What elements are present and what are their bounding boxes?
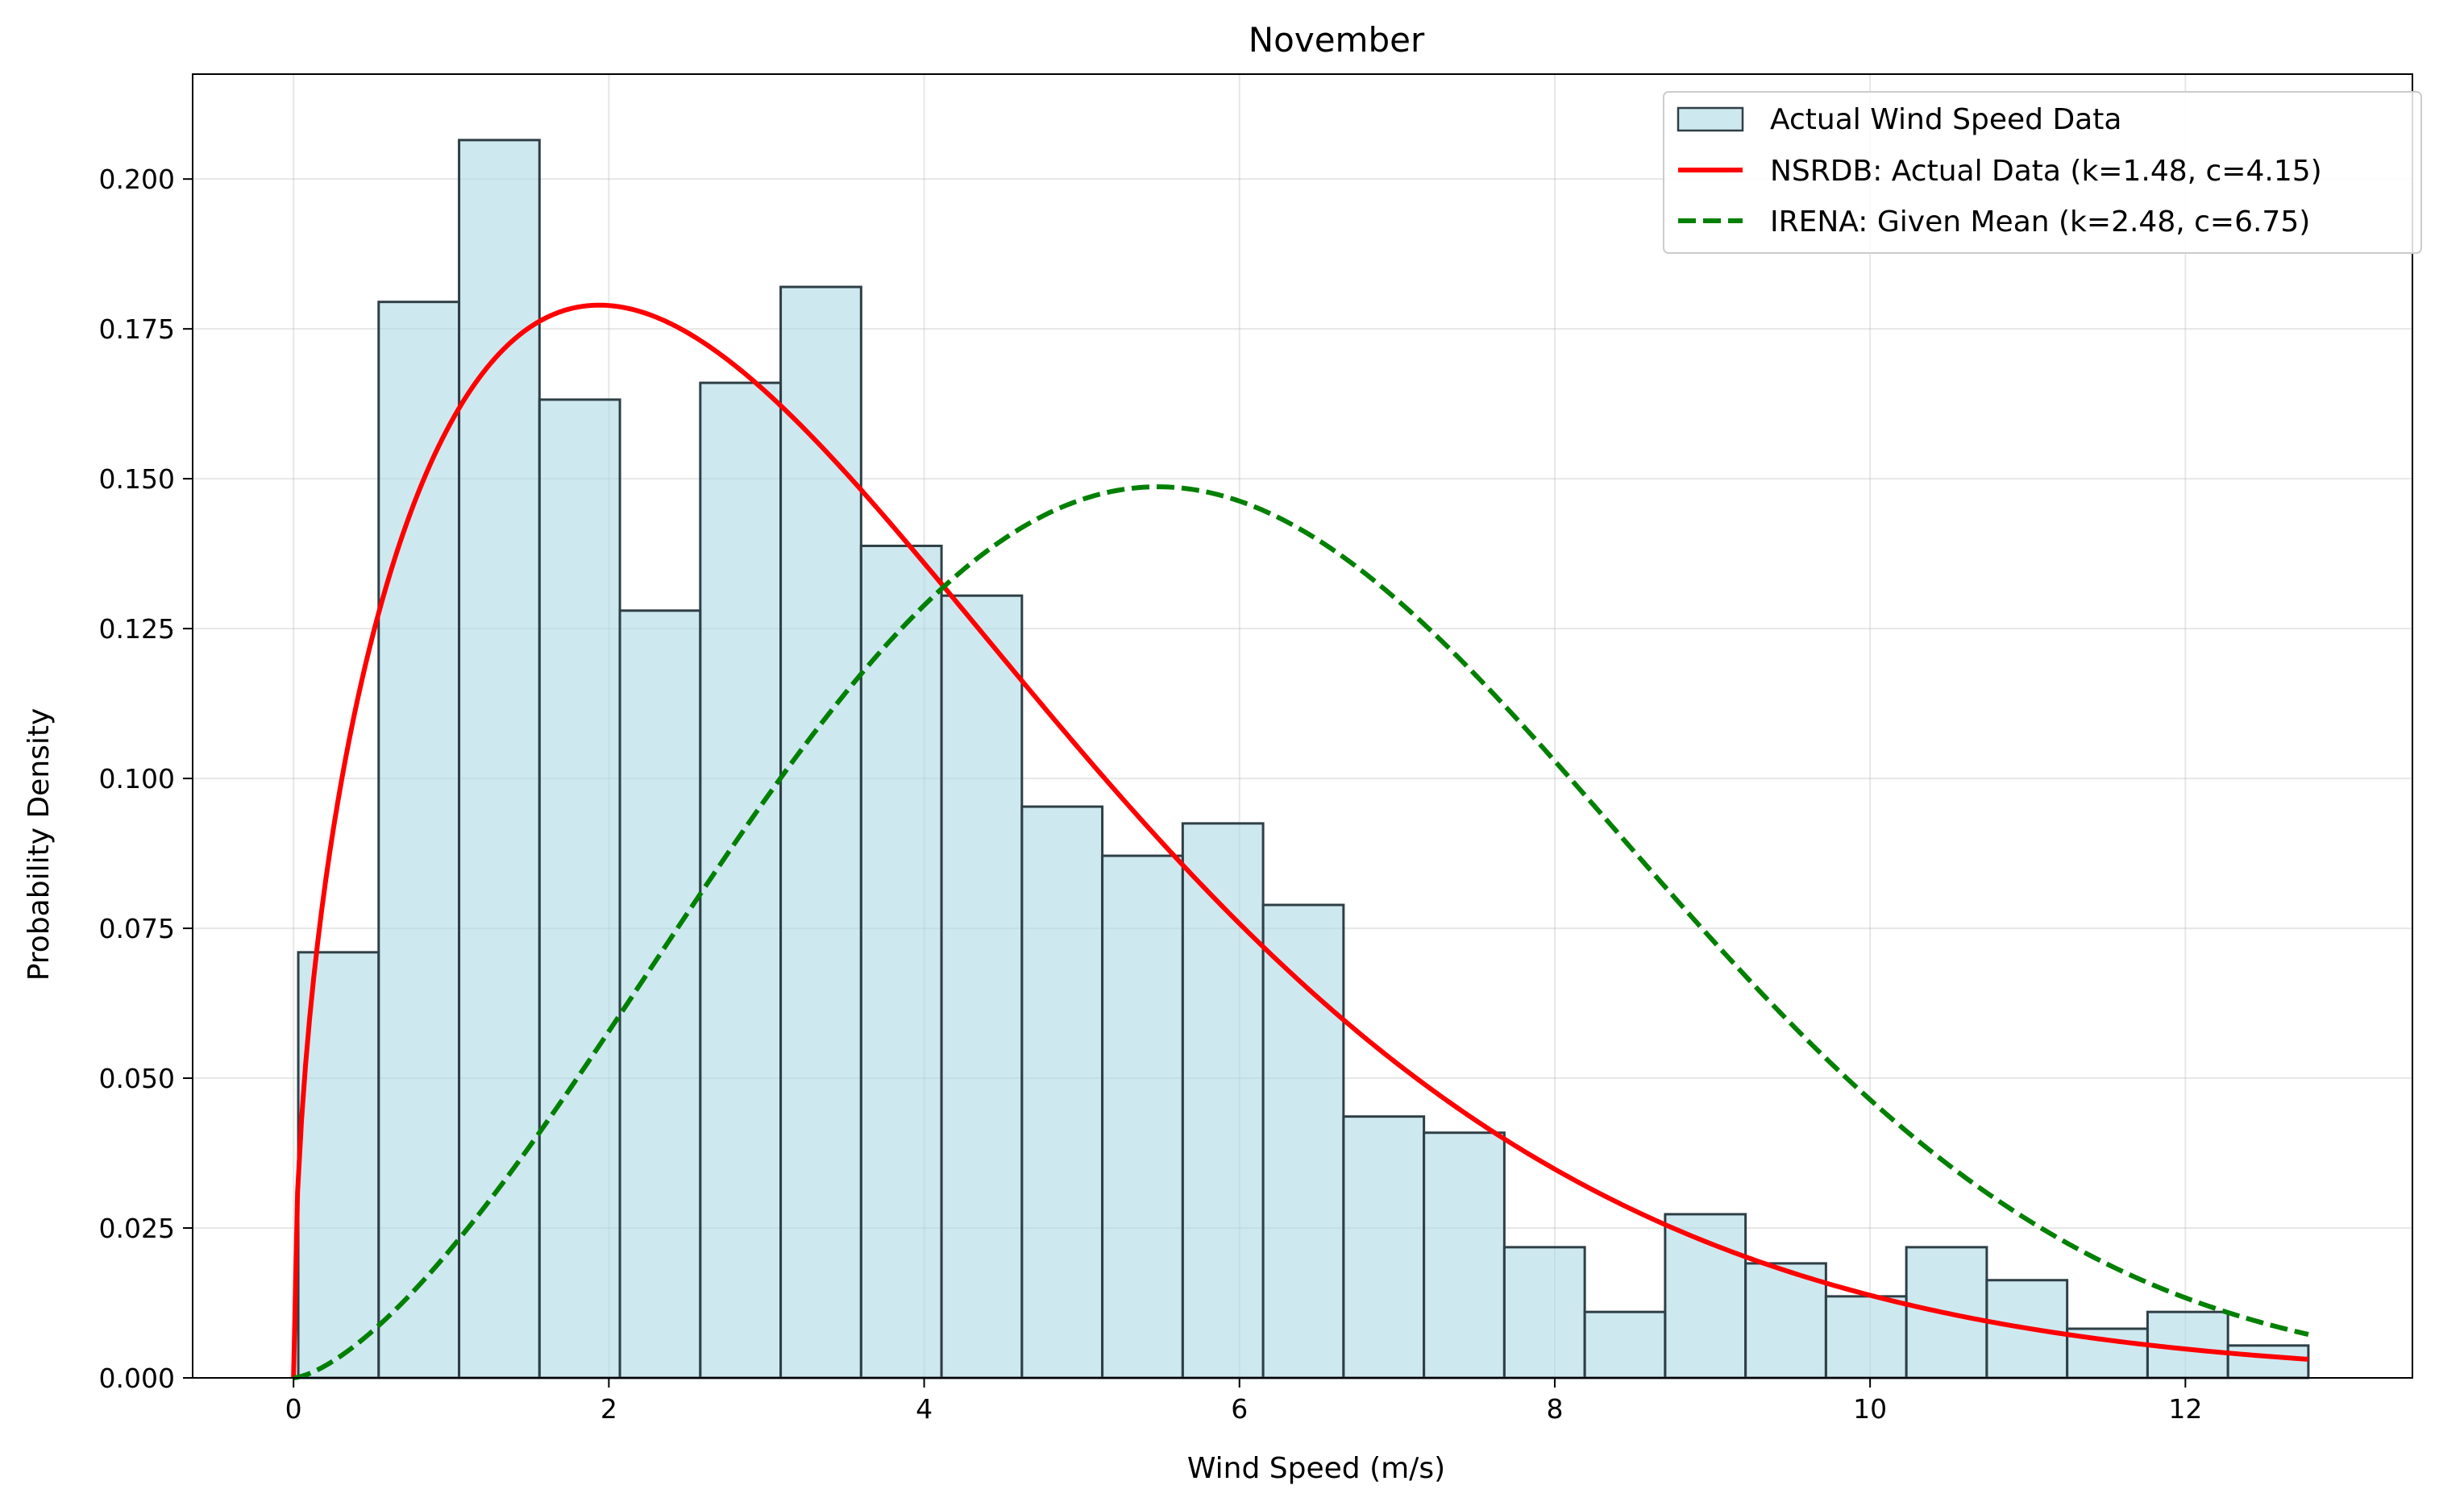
histogram-bar (538, 398, 621, 1379)
y-axis-ticks: 0.000 0.025 0.050 0.075 0.100 0.125 0.150 0.175… (99, 164, 193, 1394)
histogram-bar (1101, 854, 1184, 1379)
x-tick-label: 0 (285, 1393, 302, 1425)
chart-title: November (1249, 20, 1425, 60)
x-tick-label: 8 (1546, 1393, 1563, 1425)
nsrdb-weibull-curve (291, 302, 2309, 1379)
y-tick-label: 0.175 (99, 313, 175, 345)
histogram-bar (1423, 1131, 1506, 1379)
y-axis-label: Probability Density (23, 708, 56, 981)
y-tick-label: 0.150 (99, 463, 175, 495)
legend-label-histogram: Actual Wind Speed Data (1770, 103, 2121, 136)
legend: Actual Wind Speed Data NSRDB: Actual Dat… (1663, 91, 2422, 254)
y-tick-label: 0.025 (99, 1213, 175, 1244)
x-tick-label: 12 (2168, 1393, 2202, 1425)
histogram-bar (2226, 1344, 2310, 1379)
legend-label-nsrdb: NSRDB: Actual Data (k=1.48, c=4.15) (1770, 155, 2322, 188)
curve-layer (291, 302, 2309, 1380)
irena-weibull-curve (293, 484, 2309, 1380)
histogram-bar (1261, 903, 1345, 1379)
histogram-bar (1583, 1310, 1667, 1379)
y-tick-label: 0.075 (99, 913, 175, 944)
histogram-bar (458, 139, 541, 1379)
legend-box (1663, 91, 2422, 254)
histogram-bar (1664, 1213, 1747, 1379)
histogram-bar (779, 285, 862, 1379)
legend-label-irena: IRENA: Given Mean (k=2.48, c=6.75) (1770, 205, 2310, 239)
y-tick-label: 0.125 (99, 613, 175, 645)
histogram-bar (1342, 1115, 1426, 1379)
histogram-bar (940, 594, 1024, 1379)
histogram-bar (1020, 805, 1104, 1379)
histogram-bar (377, 301, 461, 1379)
y-tick-label: 0.000 (99, 1363, 175, 1394)
legend-swatch-histogram (1677, 106, 1744, 132)
histogram-bar (859, 544, 943, 1379)
histogram-bar (1502, 1246, 1586, 1379)
x-tick-label: 4 (916, 1393, 933, 1425)
x-axis-ticks: 0 2 4 6 8 10 12 (285, 1378, 2202, 1425)
y-tick-label: 0.050 (99, 1063, 175, 1094)
histogram-bar (1824, 1295, 1908, 1379)
y-tick-label: 0.200 (99, 164, 175, 195)
y-tick-label: 0.100 (99, 763, 175, 794)
x-tick-label: 10 (1853, 1393, 1887, 1425)
x-tick-label: 6 (1231, 1393, 1248, 1425)
x-tick-label: 2 (600, 1393, 617, 1425)
histogram-bar (297, 951, 380, 1379)
x-axis-label: Wind Speed (m/s) (1187, 1452, 1445, 1485)
histogram-bar (618, 609, 702, 1379)
plot-frame (192, 73, 2413, 1379)
